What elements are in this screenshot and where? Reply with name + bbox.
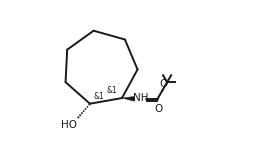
Text: NH: NH: [133, 93, 149, 103]
Text: O: O: [155, 104, 163, 114]
Text: &1: &1: [93, 92, 104, 101]
Text: &1: &1: [107, 86, 118, 95]
Polygon shape: [122, 96, 134, 101]
Text: O: O: [159, 79, 167, 89]
Text: HO: HO: [61, 120, 77, 130]
